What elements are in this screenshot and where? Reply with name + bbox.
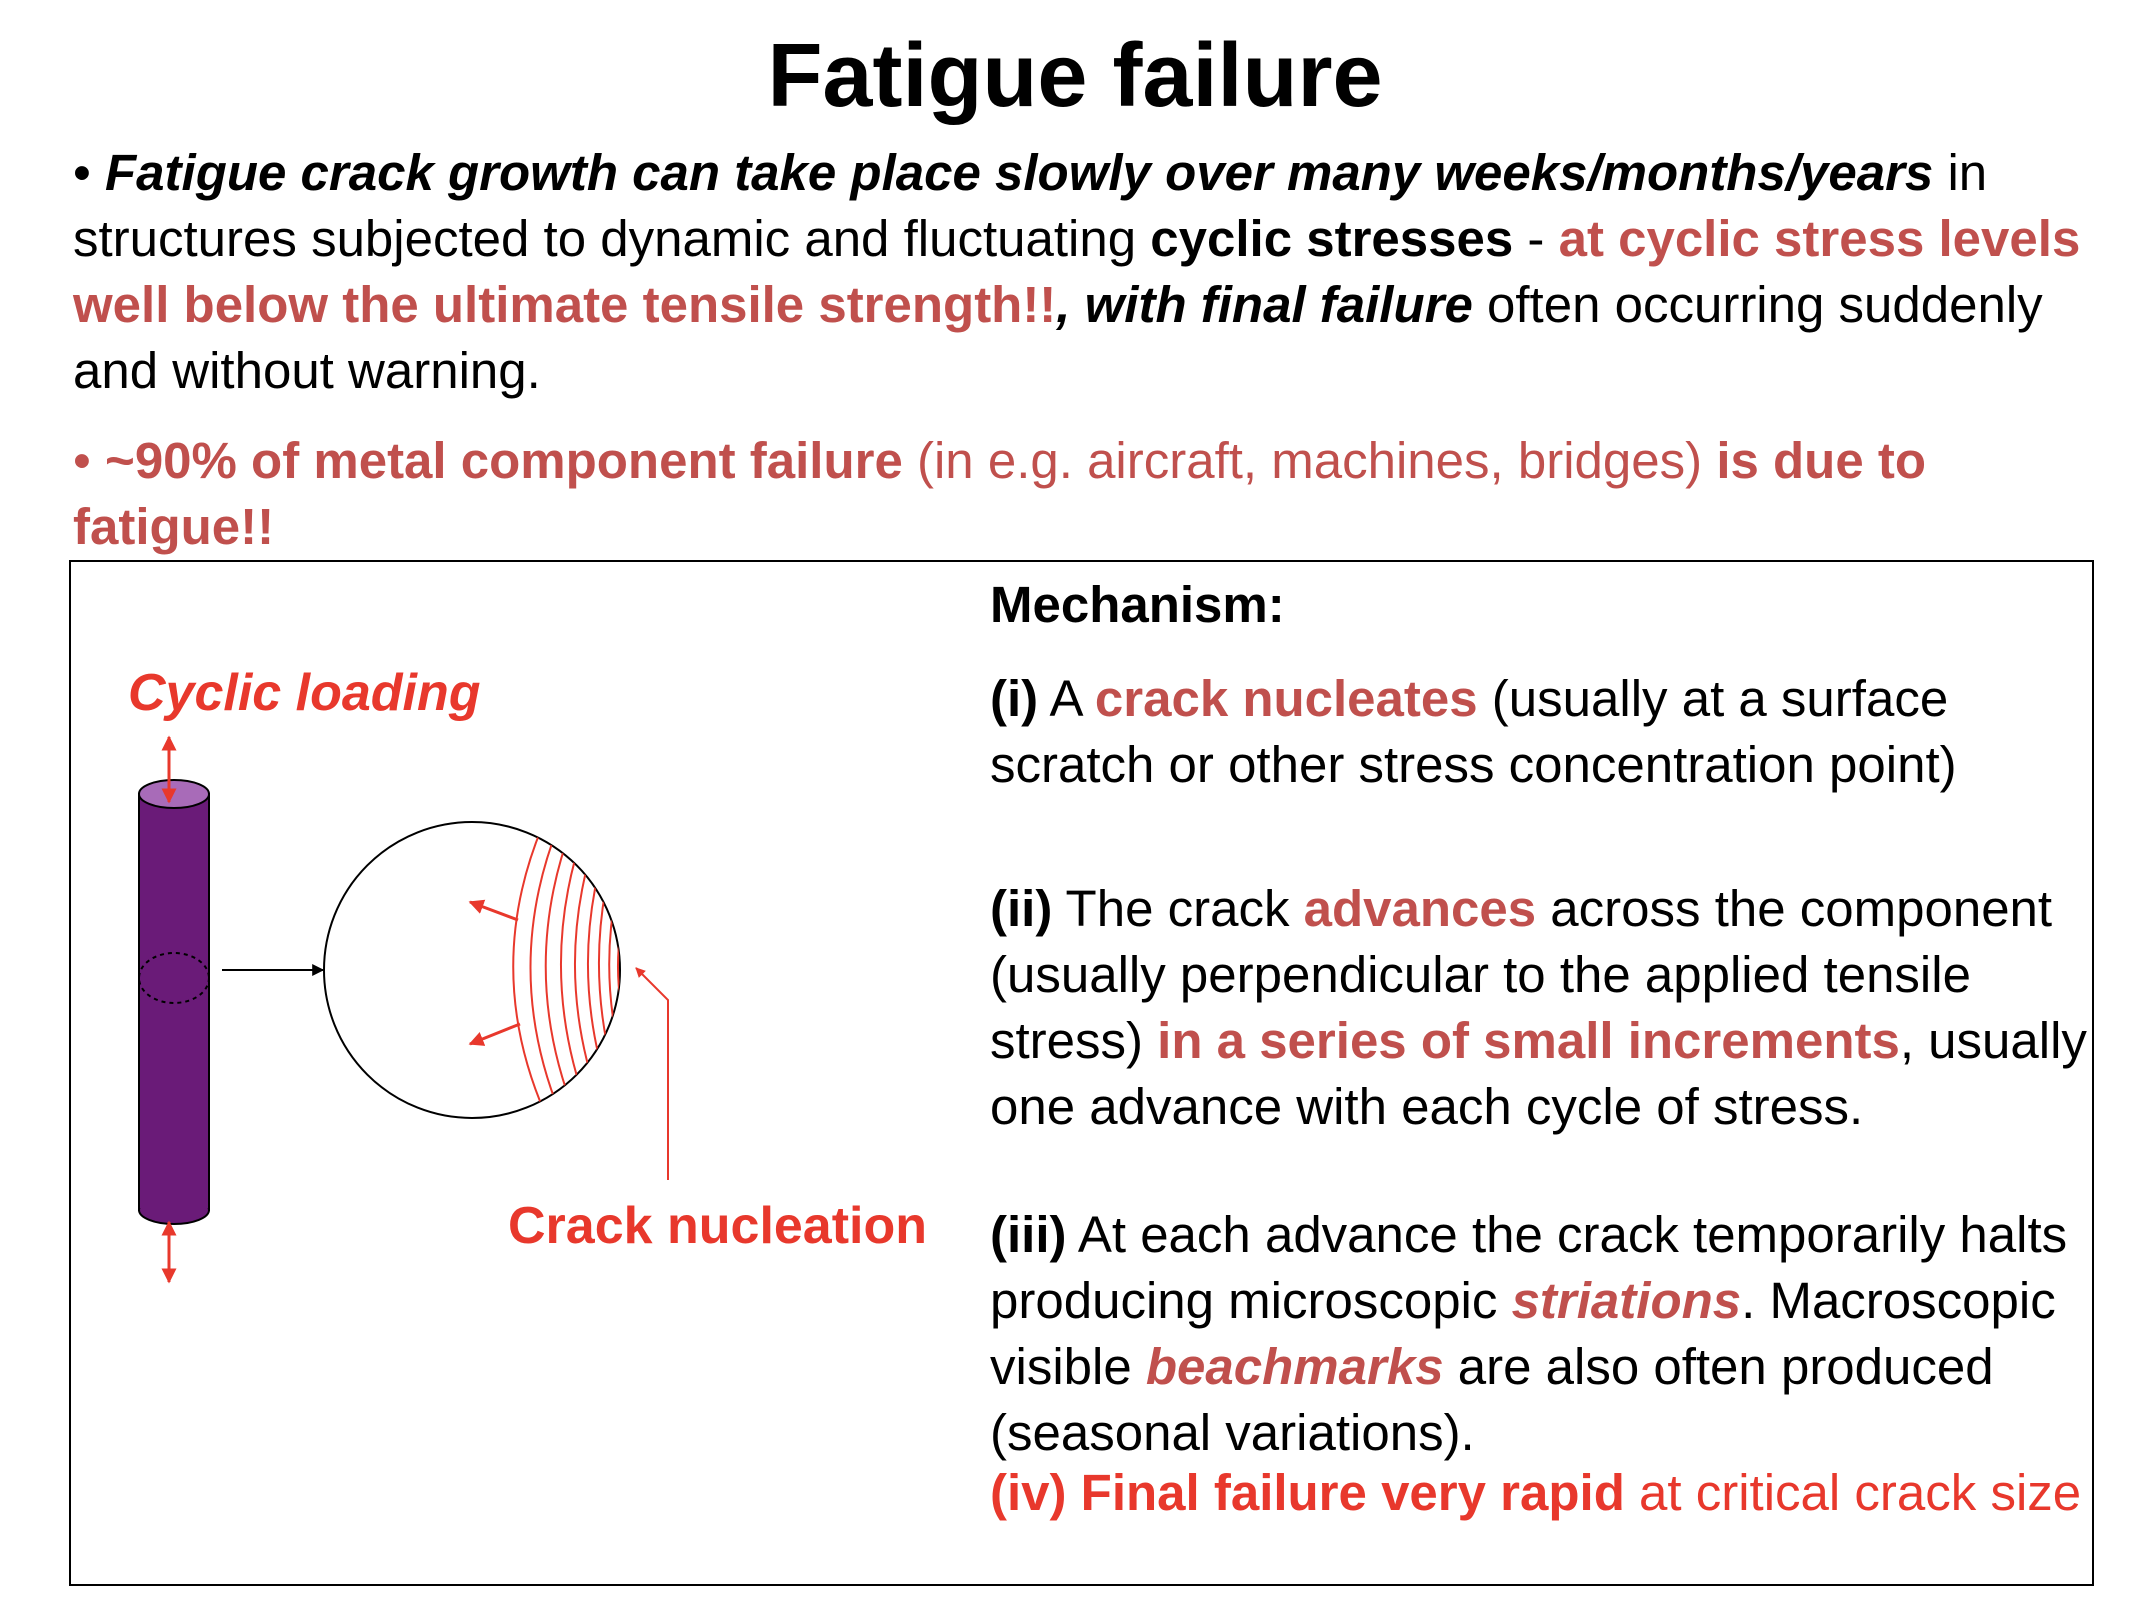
- step-number: (iii): [990, 1206, 1067, 1263]
- body-text: , usually one advance with each cycle of…: [990, 1012, 2087, 1135]
- highlight-text: striations: [1511, 1272, 1742, 1329]
- highlight-text: advances: [1303, 880, 1537, 937]
- highlight-text: beachmarks: [1145, 1338, 1444, 1395]
- mechanism-step-iv: (iv) Final failure very rapid at critica…: [990, 1460, 2090, 1526]
- body-text: at critical crack size: [1624, 1464, 2082, 1521]
- body-text: -: [1513, 210, 1559, 267]
- crack-growth-arrow-lower: [468, 1022, 521, 1046]
- magnified-section-circle: [323, 821, 621, 1119]
- highlight-text: crack nucleates: [1094, 670, 1478, 727]
- body-text: At each advance the crack temporarily ha…: [990, 1206, 2068, 1329]
- body-text: (in e.g. aircraft, machines, bridges): [902, 432, 1717, 489]
- step-number: (ii): [990, 880, 1053, 937]
- mechanism-step-ii: (ii) The crack advances across the compo…: [990, 876, 2090, 1140]
- highlight-text: is due to fatigue!!: [73, 432, 1926, 555]
- content-box: [69, 560, 2094, 1586]
- rod-cylinder: [138, 779, 210, 1225]
- highlight-text: at cyclic stress levels well below the u…: [73, 210, 2081, 333]
- cyclic-stresses-text: cyclic stresses: [1150, 210, 1514, 267]
- final-failure-text: , with final failure: [1056, 276, 1473, 333]
- body-text: (usually at a surface scratch or other s…: [990, 670, 1957, 793]
- paragraph-ninety-percent: • ~90% of metal component failure (in e.…: [73, 428, 2083, 560]
- highlight-text: in a series of small increments: [1157, 1012, 1900, 1069]
- bullet: •: [73, 144, 91, 201]
- crack-nucleation-label: Crack nucleation: [508, 1197, 928, 1255]
- step-number: (i): [990, 670, 1039, 727]
- body-text: A: [1038, 670, 1095, 727]
- body-text: across the component (usually perpendicu…: [990, 880, 2053, 1069]
- final-failure-text: (iv) Final failure very rapid: [990, 1464, 1625, 1521]
- mechanism-step-iii: (iii) At each advance the crack temporar…: [990, 1202, 2090, 1466]
- mechanism-heading: Mechanism:: [990, 576, 1285, 633]
- body-text: often occurring suddenly and without war…: [73, 276, 2043, 399]
- highlight-text: ~90% of metal component failure: [105, 432, 903, 489]
- slide-title: Fatigue failure: [767, 26, 1383, 126]
- body-text: The crack: [1052, 880, 1304, 937]
- crack-growth-arrow-upper: [468, 899, 519, 922]
- nucleation-pointer-arrow: [635, 967, 669, 1180]
- body-text: are also often produced (seasonal variat…: [990, 1338, 1994, 1461]
- mechanism-step-i: (i) A crack nucleates (usually at a surf…: [990, 666, 2090, 798]
- lead-text: Fatigue crack growth can take place slow…: [105, 144, 1934, 201]
- body-text: . Macroscopic visible: [990, 1272, 2056, 1395]
- bullet: •: [73, 432, 91, 489]
- body-text: in structures subjected to dynamic and f…: [73, 144, 1988, 267]
- cyclic-loading-label: Cyclic loading: [128, 664, 481, 722]
- paragraph-fatigue-growth: • Fatigue crack growth can take place sl…: [73, 140, 2083, 404]
